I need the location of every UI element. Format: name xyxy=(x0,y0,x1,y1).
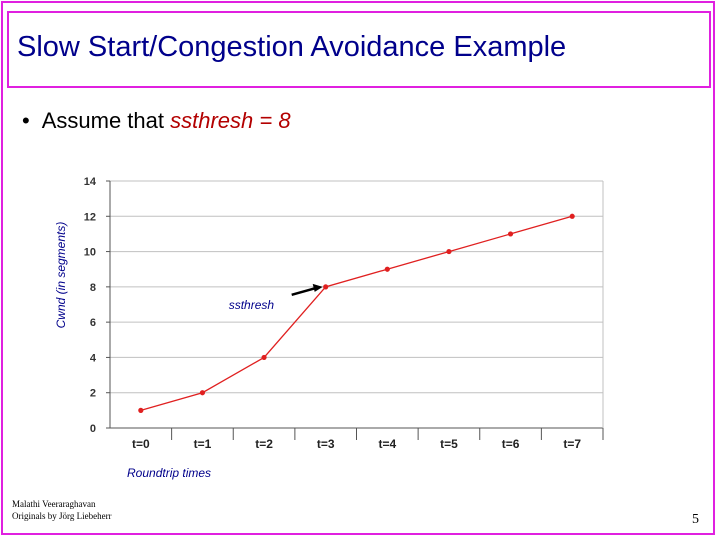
y-tick-layer: 0 2 4 6 8 10 12 14 xyxy=(84,176,97,435)
y-axis-label: Cwnd (in segments) xyxy=(54,221,68,329)
title-bar xyxy=(7,11,711,88)
data-point xyxy=(199,390,206,396)
annotation-arrow-head xyxy=(312,283,323,292)
y-tick-label: 14 xyxy=(84,176,97,188)
x-tick-label: t=2 xyxy=(255,437,273,451)
y-tick-label: 2 xyxy=(90,388,96,400)
data-point xyxy=(446,248,452,255)
x-tick-label: t=0 xyxy=(132,437,150,451)
page-number: 5 xyxy=(692,512,699,527)
x-axis-label: Roundtrip times xyxy=(127,466,212,480)
annotation-layer: ssthresh xyxy=(229,283,323,312)
bullet-text: Assume that xyxy=(41,108,164,133)
bullet-highlight: ssthresh = 8 xyxy=(170,108,291,133)
x-tick-label: t=6 xyxy=(502,437,520,451)
annotation-label: ssthresh xyxy=(229,298,275,312)
bullet-dot: • xyxy=(22,108,30,133)
x-tick-label: t=1 xyxy=(194,437,212,451)
x-tick-label: t=4 xyxy=(378,437,396,451)
data-point xyxy=(507,231,514,237)
y-tick-label: 8 xyxy=(90,282,96,294)
x-tick-label: t=5 xyxy=(440,437,458,451)
footer-author: Malathi Veeraraghavan xyxy=(12,499,96,509)
x-tick-layer: t=0 t=1 t=2 t=3 t=4 t=5 t=6 t=7 xyxy=(132,437,581,451)
data-point xyxy=(138,407,144,413)
grid-layer xyxy=(110,180,603,429)
slide-title: Slow Start/Congestion Avoidance Example xyxy=(17,31,567,63)
series-line xyxy=(140,215,573,411)
y-tick-label: 12 xyxy=(84,211,96,223)
annotation-arrow-shaft xyxy=(291,286,318,297)
axis-layer xyxy=(106,180,604,440)
series-layer xyxy=(138,213,575,413)
x-tick-label: t=7 xyxy=(563,437,581,451)
footer-originals: Originals by Jörg Liebeherr xyxy=(12,511,112,521)
bullet-item: • Assume that ssthresh = 8 xyxy=(22,108,291,134)
data-point xyxy=(323,284,329,290)
data-point xyxy=(569,213,575,219)
y-tick-label: 10 xyxy=(84,247,96,259)
x-tick-label: t=3 xyxy=(317,437,335,451)
y-tick-label: 0 xyxy=(90,423,96,435)
footer-credit: Malathi Veeraraghavan Originals by Jörg … xyxy=(12,498,112,522)
data-point xyxy=(261,354,267,361)
data-point xyxy=(384,266,390,272)
y-tick-label: 6 xyxy=(90,317,96,329)
y-tick-label: 4 xyxy=(90,352,97,364)
